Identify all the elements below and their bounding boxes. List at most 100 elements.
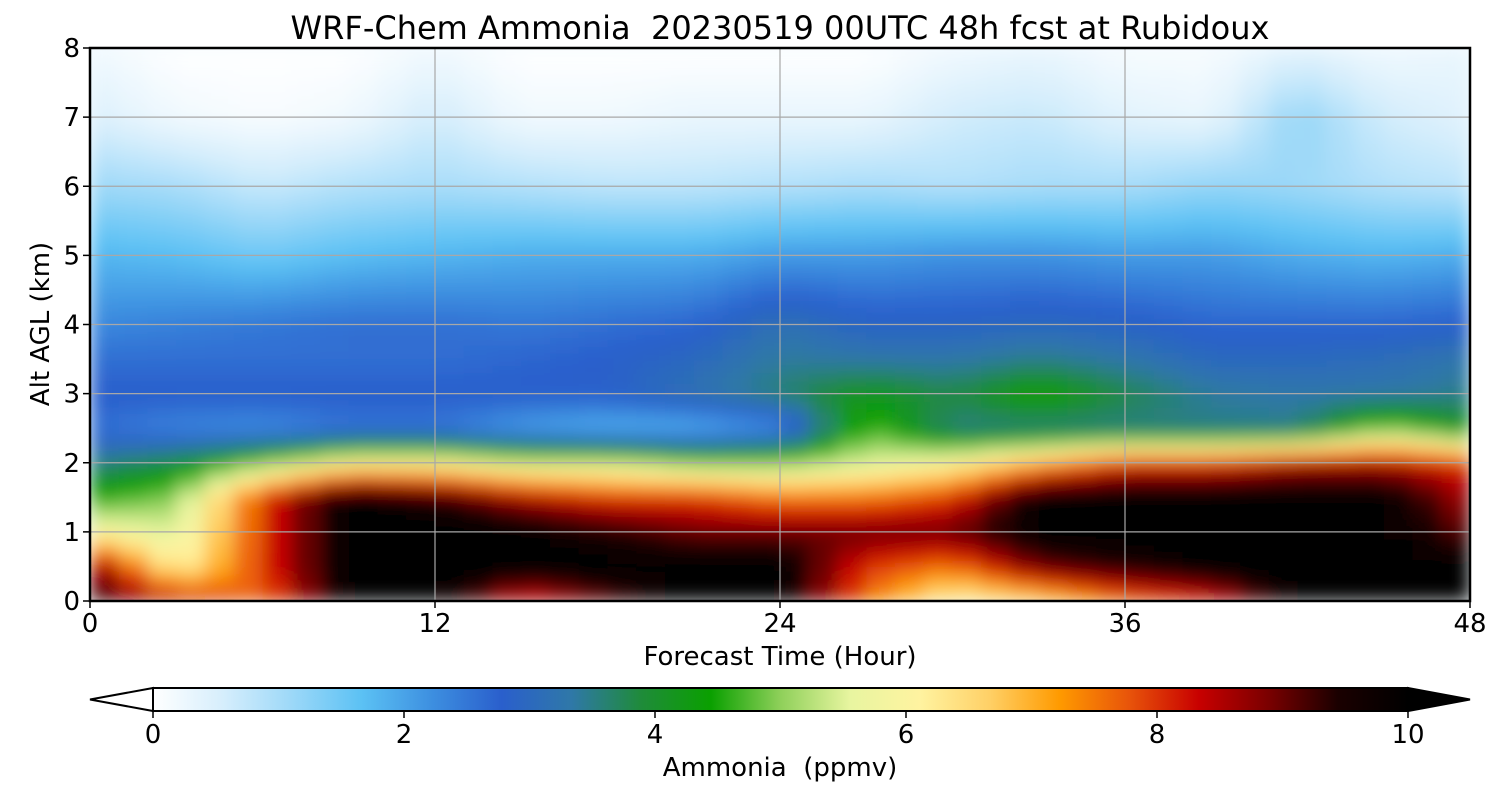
heatmap-cell: [1096, 552, 1126, 561]
heatmap-cell: [1441, 497, 1470, 505]
heatmap-cell: [1240, 61, 1270, 70]
heatmap-cell: [1412, 421, 1443, 429]
heatmap-cell: [406, 61, 436, 70]
heatmap-cell: [952, 283, 983, 291]
heatmap-cell: [808, 566, 839, 575]
heatmap-cell: [578, 525, 609, 533]
heatmap-cell: [808, 476, 839, 485]
heatmap-cell: [377, 559, 408, 568]
heatmap-cell: [751, 414, 781, 423]
heatmap-cell: [1096, 213, 1126, 222]
heatmap-cell: [1355, 158, 1385, 167]
heatmap-cell: [808, 220, 839, 229]
heatmap-cell: [492, 566, 523, 575]
heatmap-cell: [895, 158, 925, 167]
heatmap-cell: [1096, 137, 1126, 146]
heatmap-cell: [463, 310, 494, 319]
heatmap-cell: [578, 248, 609, 257]
heatmap-cell: [981, 469, 1011, 478]
heatmap-cell: [1297, 310, 1328, 319]
heatmap-cell: [1010, 269, 1040, 277]
heatmap-cell: [463, 303, 494, 312]
heatmap-cell: [722, 248, 753, 257]
heatmap-cell: [147, 124, 178, 132]
heatmap-cell: [1240, 448, 1270, 457]
heatmap-cell: [1125, 580, 1155, 588]
heatmap-cell: [1125, 587, 1155, 595]
heatmap-cell: [866, 504, 896, 512]
heatmap-cell: [1125, 379, 1155, 388]
heatmap-cell: [1182, 559, 1213, 568]
heatmap-cell: [636, 379, 666, 388]
heatmap-cell: [320, 448, 350, 457]
heatmap-cell: [1211, 289, 1241, 298]
heatmap-cell: [578, 448, 609, 457]
heatmap-cell: [205, 68, 235, 77]
heatmap-cell: [463, 179, 494, 187]
heatmap-cell: [262, 269, 293, 277]
heatmap-cell: [895, 504, 925, 512]
heatmap-cell: [147, 179, 178, 187]
heatmap-cell: [578, 366, 609, 374]
heatmap-cell: [1326, 193, 1356, 201]
heatmap-cell: [837, 172, 868, 181]
heatmap-cell: [435, 110, 465, 118]
heatmap-cell: [1240, 490, 1270, 499]
heatmap-cell: [1153, 158, 1184, 167]
heatmap-cell: [262, 172, 293, 181]
heatmap-cell: [435, 303, 465, 312]
heatmap-cell: [1211, 124, 1241, 132]
heatmap-cell: [895, 372, 925, 381]
heatmap-cell: [550, 525, 580, 533]
heatmap-cell: [981, 317, 1011, 326]
heatmap-cell: [1038, 414, 1069, 423]
heatmap-cell: [492, 255, 523, 264]
heatmap-cell: [233, 68, 264, 77]
heatmap-cell: [463, 200, 494, 208]
heatmap-cell: [751, 276, 781, 284]
heatmap-cell: [1297, 483, 1328, 492]
heatmap-cell: [176, 61, 206, 70]
heatmap-cell: [636, 345, 666, 353]
heatmap-cell: [751, 144, 781, 153]
heatmap-cell: [1182, 110, 1213, 118]
heatmap-cell: [118, 525, 149, 533]
heatmap-cell: [808, 172, 839, 181]
heatmap-cell: [492, 545, 523, 554]
heatmap-cell: [981, 75, 1011, 84]
heatmap-cell: [377, 151, 408, 160]
heatmap-cell: [205, 435, 235, 443]
heatmap-cell: [1268, 200, 1299, 208]
heatmap-cell: [1010, 103, 1040, 111]
heatmap-cell: [665, 131, 695, 139]
heatmap-cell: [636, 359, 666, 367]
heatmap-cell: [722, 234, 753, 243]
heatmap-cell: [693, 587, 724, 595]
heatmap-cell: [1268, 559, 1299, 568]
heatmap-cell: [693, 234, 724, 243]
heatmap-cell: [1096, 511, 1126, 519]
heatmap-cell: [348, 580, 379, 588]
heatmap-cell: [1182, 455, 1213, 464]
heatmap-cell: [808, 442, 839, 450]
heatmap-cell: [291, 68, 321, 77]
heatmap-cell: [607, 552, 638, 561]
heatmap-cell: [262, 352, 293, 360]
heatmap-cell: [435, 566, 465, 575]
heatmap-cell: [1010, 455, 1040, 464]
heatmap-cell: [435, 352, 465, 360]
heatmap-cell: [866, 200, 896, 208]
heatmap-cell: [1153, 525, 1184, 533]
heatmap-cell: [952, 324, 983, 333]
heatmap-cell: [808, 248, 839, 257]
heatmap-cell: [463, 186, 494, 194]
heatmap-cell: [492, 296, 523, 305]
heatmap-cell: [780, 283, 810, 291]
heatmap-cell: [1125, 531, 1155, 540]
heatmap-cell: [1153, 400, 1184, 409]
heatmap-cell: [233, 566, 264, 575]
heatmap-cell: [1038, 511, 1069, 519]
heatmap-cell: [550, 366, 580, 374]
heatmap-cell: [550, 331, 580, 340]
heatmap-cell: [1441, 518, 1470, 526]
